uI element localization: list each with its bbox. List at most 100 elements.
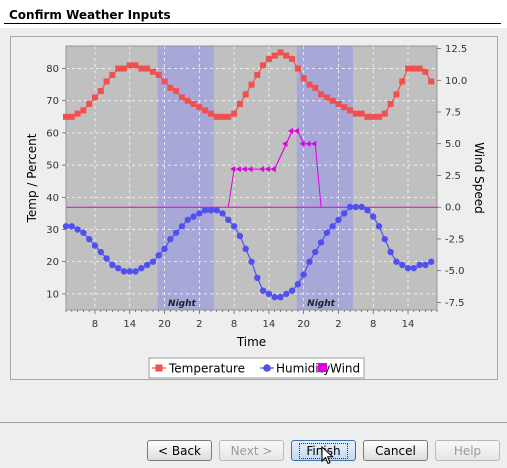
humidity-point: [370, 213, 377, 220]
temperature-point: [399, 78, 406, 85]
humidity-point: [120, 268, 128, 275]
temperature-point: [178, 94, 185, 101]
humidity-point: [213, 206, 220, 214]
mouse-pointer-icon: [321, 446, 334, 465]
cancel-button[interactable]: Cancel: [363, 440, 428, 461]
humidity-point: [341, 210, 348, 217]
humidity-point: [387, 248, 394, 256]
temperature-point: [68, 113, 75, 120]
temperature-point: [120, 65, 127, 72]
legend-temperature-marker: [155, 364, 163, 372]
humidity-point: [358, 203, 365, 211]
humidity-point: [103, 255, 110, 262]
humidity-point: [132, 268, 139, 275]
temperature-point: [410, 65, 417, 72]
next-button[interactable]: Next >: [219, 440, 284, 461]
temperature-point: [352, 110, 359, 117]
wind-arrow-marker: [299, 140, 305, 147]
humidity-point: [300, 271, 307, 278]
y-left-tick-label: 80: [46, 64, 59, 75]
humidity-point: [91, 242, 99, 249]
humidity-point: [422, 261, 429, 269]
humidity-point: [109, 261, 116, 269]
temperature-point: [335, 100, 342, 107]
humidity-point: [254, 274, 261, 282]
temperature-point: [144, 65, 151, 72]
wind-arrow-marker: [259, 166, 265, 173]
legend-box: [148, 357, 365, 379]
humidity-point: [265, 290, 273, 298]
x-tick-label: 2: [196, 319, 202, 330]
temperature-point: [213, 113, 220, 120]
temperature-point: [283, 52, 290, 59]
legend-humidity-marker: [263, 364, 271, 372]
humidity-point: [97, 248, 104, 256]
night-band: [157, 46, 214, 310]
temperature-point: [219, 113, 226, 120]
y-left-tick-label: 50: [46, 161, 59, 172]
y-left-tick-label: 30: [46, 225, 59, 236]
humidity-point: [149, 258, 157, 265]
temperature-point: [109, 71, 116, 78]
wind-arrow-marker: [288, 128, 294, 135]
temperature-point: [126, 62, 133, 69]
temperature-point: [202, 107, 209, 114]
humidity-point: [155, 252, 162, 259]
temperature-point: [341, 104, 348, 111]
temperature-point: [271, 52, 278, 59]
y-right-tick-label: 12.5: [445, 44, 467, 55]
humidity-point: [172, 229, 180, 236]
x-tick-label: 14: [263, 319, 276, 330]
humidity-point: [259, 287, 267, 294]
temperature-point: [329, 97, 336, 104]
y-right-tick-label: -5.0: [445, 266, 465, 277]
wind-arrow-marker: [241, 166, 247, 173]
temperature-point: [312, 84, 319, 91]
temperature-point: [387, 100, 394, 107]
x-tick-label: 2: [335, 319, 341, 330]
y-left-tick-label: 60: [46, 128, 59, 139]
legend-wind-label: Wind: [330, 362, 360, 376]
temperature-point: [225, 113, 232, 120]
humidity-point: [201, 206, 209, 214]
night-label: Night: [307, 299, 335, 309]
help-button[interactable]: Help: [435, 440, 500, 461]
back-button[interactable]: < Back: [147, 440, 212, 461]
temperature-point: [138, 65, 145, 72]
temperature-point: [155, 71, 162, 78]
humidity-point: [346, 203, 354, 211]
wind-arrow-marker: [270, 166, 276, 173]
chart-panel: 8 14 20 2 8 14 20 2 8 14 10 20 30 40 50 60 70 80 -7.5 -5.0 -…: [10, 36, 498, 380]
temperature-point: [231, 110, 238, 117]
legend-humidity-label: Humidity: [276, 362, 330, 376]
legend-temperature-label: Temperature: [168, 362, 245, 376]
temperature-point: [306, 81, 313, 88]
y-right-tick-label: 2.5: [445, 171, 461, 182]
humidity-point: [62, 223, 70, 230]
temperature-point: [428, 78, 435, 85]
temperature-point: [393, 91, 400, 98]
wind-arrow-marker: [247, 166, 253, 173]
temperature-point: [318, 91, 325, 98]
temperature-point: [405, 65, 412, 72]
temperature-point: [80, 107, 87, 114]
temperature-point: [63, 113, 69, 120]
y-left-tick-label: 70: [46, 96, 59, 107]
night-label: Night: [168, 299, 196, 309]
humidity-point: [184, 216, 191, 224]
x-tick-label: 14: [123, 319, 136, 330]
plot-area: [66, 46, 437, 310]
humidity-point: [277, 293, 284, 301]
temperature-point: [149, 68, 156, 75]
humidity-point: [68, 223, 75, 230]
humidity-point: [294, 281, 302, 288]
x-tick-label: 8: [92, 319, 98, 330]
temperature-point: [248, 81, 255, 88]
temperature-point: [167, 84, 174, 91]
y-right-tick-label: 7.5: [445, 108, 461, 119]
humidity-point: [167, 235, 174, 243]
help-button-label: Help: [453, 443, 482, 458]
humidity-point: [323, 229, 331, 236]
temperature-point: [190, 100, 197, 107]
temperature-point: [376, 113, 383, 120]
